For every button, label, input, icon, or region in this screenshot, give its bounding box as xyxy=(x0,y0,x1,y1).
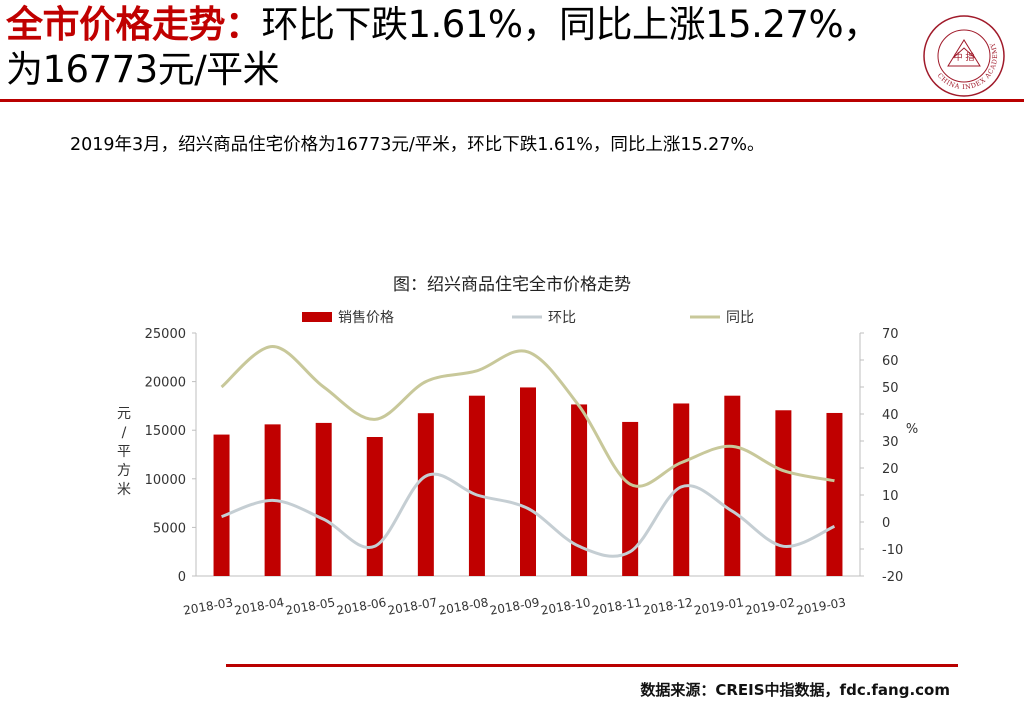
bar-2018-11 xyxy=(622,421,639,576)
x-tick-label: 2018-07 xyxy=(387,595,439,617)
y-tick-label: 20000 xyxy=(145,376,186,391)
x-tick-label: 2018-12 xyxy=(642,595,694,617)
x-tick-label: 2018-11 xyxy=(591,595,643,617)
bar-2018-07 xyxy=(417,413,434,576)
y-tick-label: 10000 xyxy=(145,473,186,488)
y2-tick-label: 40 xyxy=(882,408,899,423)
bar-2018-09 xyxy=(520,387,536,576)
bar-2018-12 xyxy=(673,403,690,576)
y2-tick-label: -20 xyxy=(882,570,903,585)
page-headline: 全市价格走势：环比下跌1.61%，同比上涨15.27%，为16773元/平米 xyxy=(6,2,906,92)
footer-rule xyxy=(226,664,958,667)
bar-2019-02 xyxy=(775,410,792,576)
x-tick-label: 2018-04 xyxy=(233,595,285,617)
x-tick-label: 2018-05 xyxy=(284,595,336,617)
bar-2018-03 xyxy=(213,434,230,576)
y2-tick-label: 50 xyxy=(882,381,899,396)
data-source: 数据来源：CREIS中指数据，fdc.fang.com xyxy=(640,681,950,699)
y-tick-label: 25000 xyxy=(145,327,186,342)
header-rule xyxy=(0,99,1024,102)
headline-rest: 环比下跌1.61%，同比上涨15.27%，为16773元/平米 xyxy=(6,3,880,91)
logo-inner-text: 中 指 xyxy=(954,51,975,63)
y2-tick-label: -10 xyxy=(882,543,903,558)
x-tick-label: 2018-08 xyxy=(438,595,490,617)
y-axis-label: 元 xyxy=(117,406,131,422)
legend-yoy-label: 同比 xyxy=(726,310,754,326)
headline-highlight: 全市价格走势： xyxy=(6,3,262,46)
legend-sales-price-swatch xyxy=(302,312,332,322)
legend-mom-label: 环比 xyxy=(548,310,576,326)
x-tick-label: 2018-09 xyxy=(489,595,541,617)
bar-2019-03 xyxy=(826,412,843,576)
series-line-mom xyxy=(221,472,836,558)
x-tick-label: 2019-03 xyxy=(795,595,847,617)
bar-2018-06 xyxy=(366,437,383,576)
y2-tick-label: 30 xyxy=(882,435,899,450)
y2-tick-label: 10 xyxy=(882,489,899,504)
y-axis-label: 平 xyxy=(117,444,131,460)
legend-sales-price-label: 销售价格 xyxy=(338,310,394,326)
summary-text: 2019年3月，绍兴商品住宅价格为16773元/平米，环比下跌1.61%，同比上… xyxy=(70,135,765,155)
bar-2018-10 xyxy=(571,404,588,576)
bar-2018-05 xyxy=(315,422,332,576)
y-axis-label: 方 xyxy=(117,463,131,479)
series-line-yoy xyxy=(220,344,835,488)
bar-2018-08 xyxy=(468,395,485,576)
china-index-academy-logo: CHINA INDEX ACADEMY 中 指 xyxy=(923,15,1005,97)
y2-tick-label: 60 xyxy=(882,354,899,369)
y2-tick-label: 70 xyxy=(882,327,899,342)
y2-tick-label: 0 xyxy=(882,516,890,531)
y2-tick-label: 20 xyxy=(882,462,899,477)
x-tick-label: 2019-01 xyxy=(693,595,745,617)
x-tick-label: 2019-02 xyxy=(744,595,796,617)
x-tick-label: 2018-06 xyxy=(335,595,387,617)
y2-axis-label: % xyxy=(906,422,918,437)
x-tick-label: 2018-10 xyxy=(540,595,592,617)
y-axis-label: / xyxy=(122,425,127,441)
y-tick-label: 5000 xyxy=(153,521,186,536)
y-tick-label: 15000 xyxy=(145,424,186,439)
chart-title: 图：绍兴商品住宅全市价格走势 xyxy=(393,275,631,295)
y-axis-label: 米 xyxy=(117,482,131,498)
bar-2019-01 xyxy=(724,395,741,576)
x-tick-label: 2018-03 xyxy=(182,595,234,617)
y-tick-label: 0 xyxy=(178,570,186,585)
